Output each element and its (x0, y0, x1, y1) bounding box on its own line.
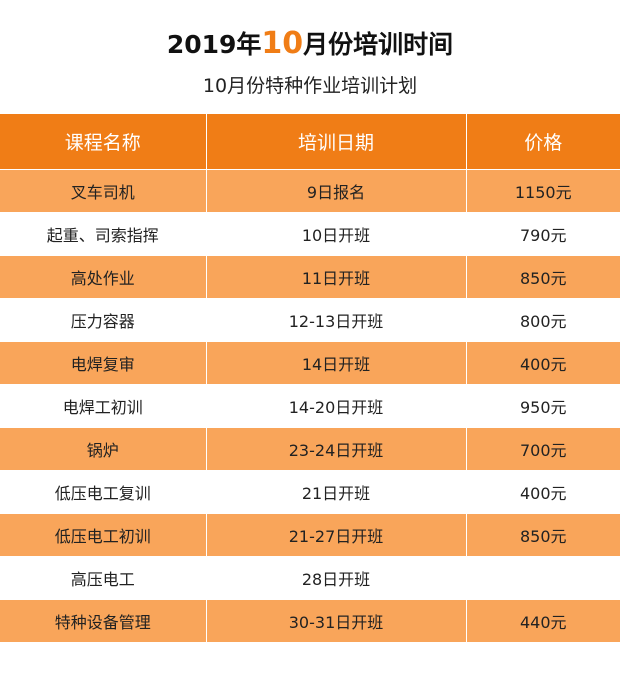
cell-training-date: 21日开班 (205, 470, 466, 514)
page-title: 2019年10月份培训时间 (0, 24, 620, 65)
table-row: 高压电工 28日开班 (0, 556, 620, 600)
table-row: 电焊工初训 14-20日开班 950元 (0, 384, 620, 428)
cell-training-date: 21-27日开班 (205, 513, 466, 557)
cell-price: 400元 (465, 470, 620, 514)
header-course-name: 课程名称 (0, 114, 206, 170)
cell-price: 850元 (465, 255, 620, 299)
cell-training-date: 14日开班 (205, 341, 466, 385)
cell-training-date: 9日报名 (205, 169, 466, 213)
table-row: 起重、司索指挥 10日开班 790元 (0, 212, 620, 256)
cell-course-name: 叉车司机 (0, 169, 206, 213)
cell-price: 950元 (465, 384, 620, 428)
cell-course-name: 压力容器 (0, 298, 206, 342)
cell-training-date: 28日开班 (205, 556, 466, 600)
training-schedule-table: 课程名称 培训日期 价格 叉车司机 9日报名 1150元 起重、司索指挥 10日… (0, 114, 620, 642)
title-month-number: 10 (261, 26, 304, 61)
table-row: 叉车司机 9日报名 1150元 (0, 169, 620, 213)
cell-training-date: 30-31日开班 (205, 599, 466, 642)
table-row: 电焊复审 14日开班 400元 (0, 341, 620, 385)
cell-course-name: 高处作业 (0, 255, 206, 299)
cell-course-name: 电焊复审 (0, 341, 206, 385)
table-row: 高处作业 11日开班 850元 (0, 255, 620, 299)
cell-training-date: 10日开班 (205, 212, 466, 256)
header-price: 价格 (465, 114, 620, 170)
cell-price: 790元 (465, 212, 620, 256)
table-header-row: 课程名称 培训日期 价格 (0, 114, 620, 170)
cell-training-date: 11日开班 (205, 255, 466, 299)
cell-price (465, 556, 620, 600)
cell-price: 700元 (465, 427, 620, 471)
cell-course-name: 锅炉 (0, 427, 206, 471)
cell-training-date: 12-13日开班 (205, 298, 466, 342)
page-subtitle: 10月份特种作业培训计划 (202, 75, 418, 97)
table-row: 特种设备管理 30-31日开班 440元 (0, 599, 620, 642)
cell-course-name: 高压电工 (0, 556, 206, 600)
title-rest: 月份培训时间 (303, 30, 454, 59)
cell-course-name: 低压电工初训 (0, 513, 206, 557)
title-year: 2019年 (166, 30, 262, 59)
cell-course-name: 低压电工复训 (0, 470, 206, 514)
cell-price: 400元 (465, 341, 620, 385)
header-training-date: 培训日期 (205, 114, 466, 170)
cell-price: 800元 (465, 298, 620, 342)
table-row: 低压电工复训 21日开班 400元 (0, 470, 620, 514)
cell-course-name: 特种设备管理 (0, 599, 206, 642)
cell-training-date: 23-24日开班 (205, 427, 466, 471)
cell-course-name: 起重、司索指挥 (0, 212, 206, 256)
table-row: 锅炉 23-24日开班 700元 (0, 427, 620, 471)
cell-price: 440元 (465, 599, 620, 642)
cell-course-name: 电焊工初训 (0, 384, 206, 428)
table-row: 压力容器 12-13日开班 800元 (0, 298, 620, 342)
cell-price: 850元 (465, 513, 620, 557)
table-row: 低压电工初训 21-27日开班 850元 (0, 513, 620, 557)
cell-price: 1150元 (465, 169, 620, 213)
cell-training-date: 14-20日开班 (205, 384, 466, 428)
